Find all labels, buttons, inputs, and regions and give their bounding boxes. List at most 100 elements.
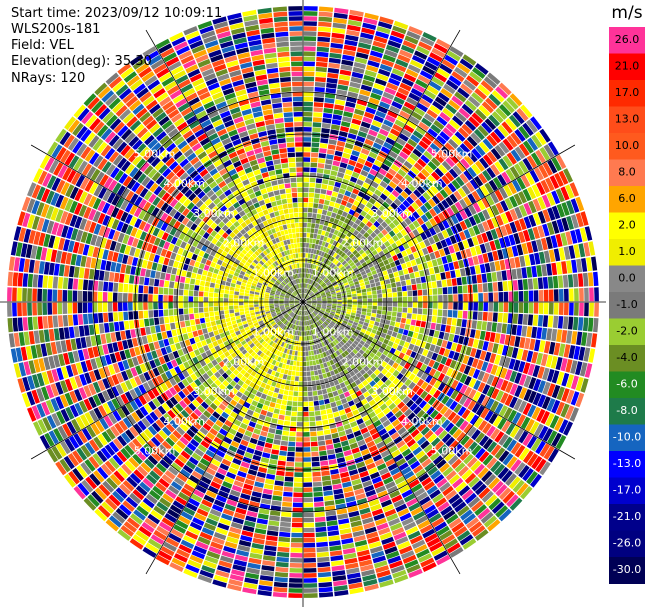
velocity-gate — [561, 388, 570, 402]
velocity-gate — [319, 592, 334, 598]
velocity-gate — [310, 293, 314, 297]
velocity-gate — [557, 316, 564, 329]
velocity-gate — [459, 231, 467, 241]
velocity-gate — [387, 268, 393, 274]
velocity-gate — [313, 365, 318, 371]
velocity-gate — [307, 391, 313, 397]
velocity-gate — [351, 324, 357, 329]
velocity-gate — [271, 381, 277, 387]
velocity-gate — [326, 408, 333, 414]
velocity-gate — [468, 216, 477, 226]
velocity-gate — [356, 292, 362, 297]
velocity-gate — [452, 286, 458, 294]
velocity-gate — [276, 398, 282, 405]
velocity-gate — [477, 125, 489, 137]
velocity-gate — [522, 314, 528, 325]
velocity-gate — [433, 181, 443, 192]
velocity-gate — [303, 142, 311, 147]
velocity-gate — [342, 152, 351, 159]
velocity-gate — [429, 104, 441, 115]
velocity-gate — [467, 193, 477, 204]
velocity-gate — [341, 260, 347, 266]
velocity-gate — [275, 382, 281, 389]
velocity-gate — [368, 97, 380, 105]
velocity-gate — [293, 492, 303, 498]
velocity-gate — [303, 472, 312, 477]
velocity-gate — [456, 277, 462, 286]
velocity-gate — [507, 313, 513, 324]
velocity-gate — [388, 150, 398, 159]
velocity-gate — [303, 562, 317, 568]
velocity-gate — [307, 376, 312, 382]
velocity-gate — [290, 547, 303, 553]
velocity-gate — [395, 91, 408, 101]
velocity-gate — [488, 292, 494, 302]
velocity-gate — [396, 114, 408, 124]
velocity-gate — [466, 136, 478, 147]
velocity-gate — [572, 316, 579, 331]
velocity-gate — [588, 241, 596, 256]
velocity-gate — [463, 229, 471, 239]
velocity-gate — [475, 188, 485, 199]
velocity-gate — [392, 306, 398, 312]
velocity-gate — [260, 393, 267, 400]
velocity-gate — [380, 146, 391, 155]
velocity-gate — [408, 223, 416, 231]
velocity-gate — [356, 99, 368, 107]
velocity-gate — [437, 212, 446, 222]
velocity-gate — [386, 288, 392, 293]
velocity-gate — [488, 114, 500, 127]
velocity-gate — [421, 314, 427, 322]
velocity-gate — [429, 227, 437, 236]
velocity-gate — [356, 232, 363, 239]
velocity-gate — [283, 420, 291, 426]
velocity-gate — [405, 318, 411, 325]
velocity-gate — [523, 290, 529, 302]
velocity-gate — [324, 98, 335, 104]
velocity-gate — [556, 261, 563, 275]
velocity-gate — [401, 250, 408, 257]
velocity-gate — [329, 288, 335, 292]
velocity-gate — [314, 223, 320, 229]
velocity-gate — [314, 244, 319, 250]
velocity-gate — [329, 238, 335, 245]
velocity-gate — [351, 71, 364, 79]
velocity-gate — [402, 302, 408, 308]
velocity-gate — [371, 120, 382, 128]
velocity-gate — [260, 570, 274, 577]
velocity-gate — [489, 353, 497, 364]
velocity-gate — [502, 281, 508, 291]
velocity-gate — [303, 147, 311, 152]
velocity-gate — [492, 343, 499, 354]
velocity-gate — [293, 482, 303, 488]
velocity-gate — [458, 107, 471, 119]
velocity-gate — [367, 173, 375, 181]
velocity-gate — [521, 325, 528, 337]
velocity-gate — [325, 510, 337, 516]
velocity-gate — [524, 254, 531, 267]
velocity-gate — [265, 395, 272, 402]
velocity-gate — [280, 440, 288, 446]
velocity-gate — [354, 57, 368, 65]
velocity-gate — [580, 211, 589, 226]
velocity-gate — [417, 333, 424, 341]
velocity-gate — [318, 399, 325, 406]
velocity-gate — [475, 144, 486, 157]
velocity-gate — [465, 181, 475, 193]
velocity-gate — [433, 330, 440, 338]
velocity-gate — [311, 355, 316, 361]
velocity-gate — [278, 541, 290, 548]
velocity-gate — [455, 223, 463, 233]
velocity-gate — [446, 279, 452, 287]
velocity-gate — [449, 359, 457, 369]
velocity-gate — [349, 247, 356, 253]
velocity-gate — [493, 302, 499, 312]
velocity-gate — [268, 427, 276, 434]
velocity-gate — [338, 167, 346, 174]
velocity-gate — [375, 78, 387, 87]
velocity-gate — [310, 228, 315, 234]
velocity-gate — [424, 61, 438, 71]
velocity-gate — [303, 371, 307, 377]
velocity-gate — [547, 159, 558, 174]
velocity-gate — [552, 315, 559, 329]
